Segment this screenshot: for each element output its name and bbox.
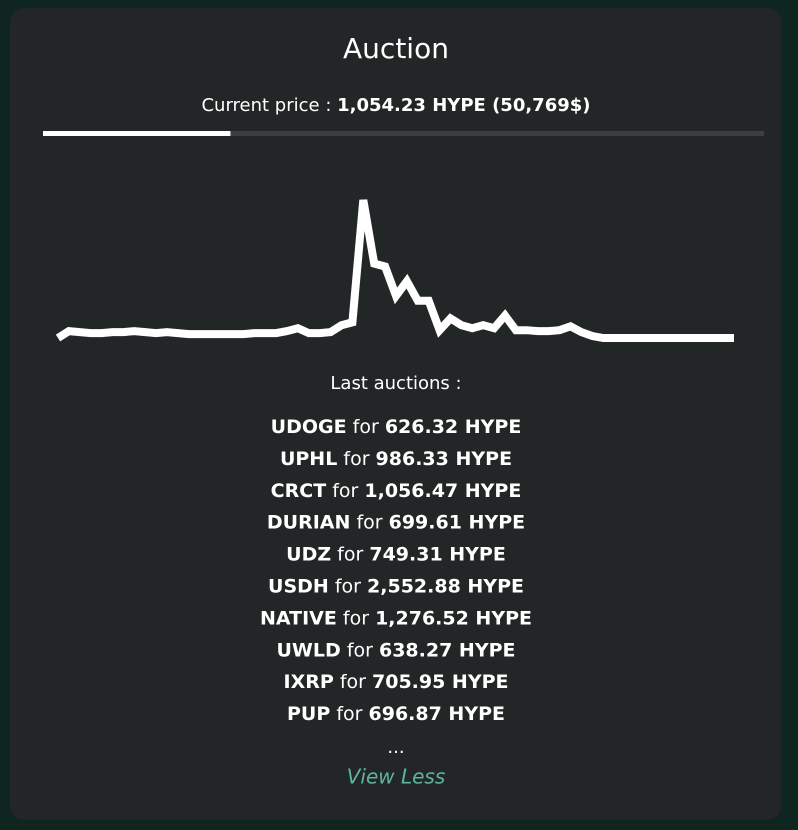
ticker: IXRP	[284, 671, 334, 693]
ticker: DURIAN	[267, 511, 351, 533]
card	[10, 8, 781, 820]
amount: 749.31 HYPE	[369, 543, 506, 565]
current-price: Current price : 1,054.23 HYPE (50,769$)	[201, 95, 590, 116]
auctions-heading: Last auctions :	[330, 373, 461, 394]
progress-fill	[43, 131, 231, 136]
joiner: for	[343, 447, 369, 469]
amount: 1,276.52 HYPE	[375, 607, 532, 629]
auction-item: UPHL for 986.33 HYPE	[280, 447, 512, 469]
auction-item: USDH for 2,552.88 HYPE	[268, 575, 524, 597]
auction-item: UDOGE for 626.32 HYPE	[271, 416, 522, 438]
joiner: for	[347, 639, 373, 661]
auction-item: CRCT for 1,056.47 HYPE	[271, 479, 522, 501]
auction-item: PUP for 696.87 HYPE	[287, 703, 505, 725]
amount: 699.61 HYPE	[389, 511, 526, 533]
view-less-link[interactable]: View Less	[347, 765, 446, 789]
auction-item: UDZ for 749.31 HYPE	[286, 543, 506, 565]
price-value: 1,054.23 HYPE (50,769$)	[337, 95, 590, 116]
ticker: NATIVE	[260, 607, 337, 629]
title: Auction	[343, 32, 449, 65]
ticker: USDH	[268, 575, 329, 597]
joiner: for	[332, 479, 358, 501]
ticker: UPHL	[280, 447, 337, 469]
ellipsis: ...	[387, 737, 404, 758]
auction-item: DURIAN for 699.61 HYPE	[267, 511, 525, 533]
auction-item: UWLD for 638.27 HYPE	[277, 639, 516, 661]
amount: 626.32 HYPE	[385, 416, 522, 438]
joiner: for	[356, 511, 382, 533]
auction-item: IXRP for 705.95 HYPE	[284, 671, 509, 693]
amount: 638.27 HYPE	[379, 639, 516, 661]
joiner: for	[337, 543, 363, 565]
joiner: for	[353, 416, 379, 438]
amount: 1,056.47 HYPE	[364, 479, 521, 501]
amount: 986.33 HYPE	[376, 447, 513, 469]
price-label: Current price :	[201, 95, 331, 116]
ticker: UDZ	[286, 543, 331, 565]
amount: 2,552.88 HYPE	[367, 575, 524, 597]
price-line	[55, 199, 734, 342]
ticker: PUP	[287, 703, 330, 725]
amount: 696.87 HYPE	[369, 703, 506, 725]
ticker: UDOGE	[271, 416, 347, 438]
joiner: for	[343, 607, 369, 629]
joiner: for	[340, 671, 366, 693]
progress-track	[43, 131, 764, 136]
amount: 705.95 HYPE	[372, 671, 509, 693]
joiner: for	[335, 575, 361, 597]
ticker: CRCT	[271, 479, 327, 501]
joiner: for	[336, 703, 362, 725]
ticker: UWLD	[277, 639, 341, 661]
auction-item: NATIVE for 1,276.52 HYPE	[260, 607, 532, 629]
